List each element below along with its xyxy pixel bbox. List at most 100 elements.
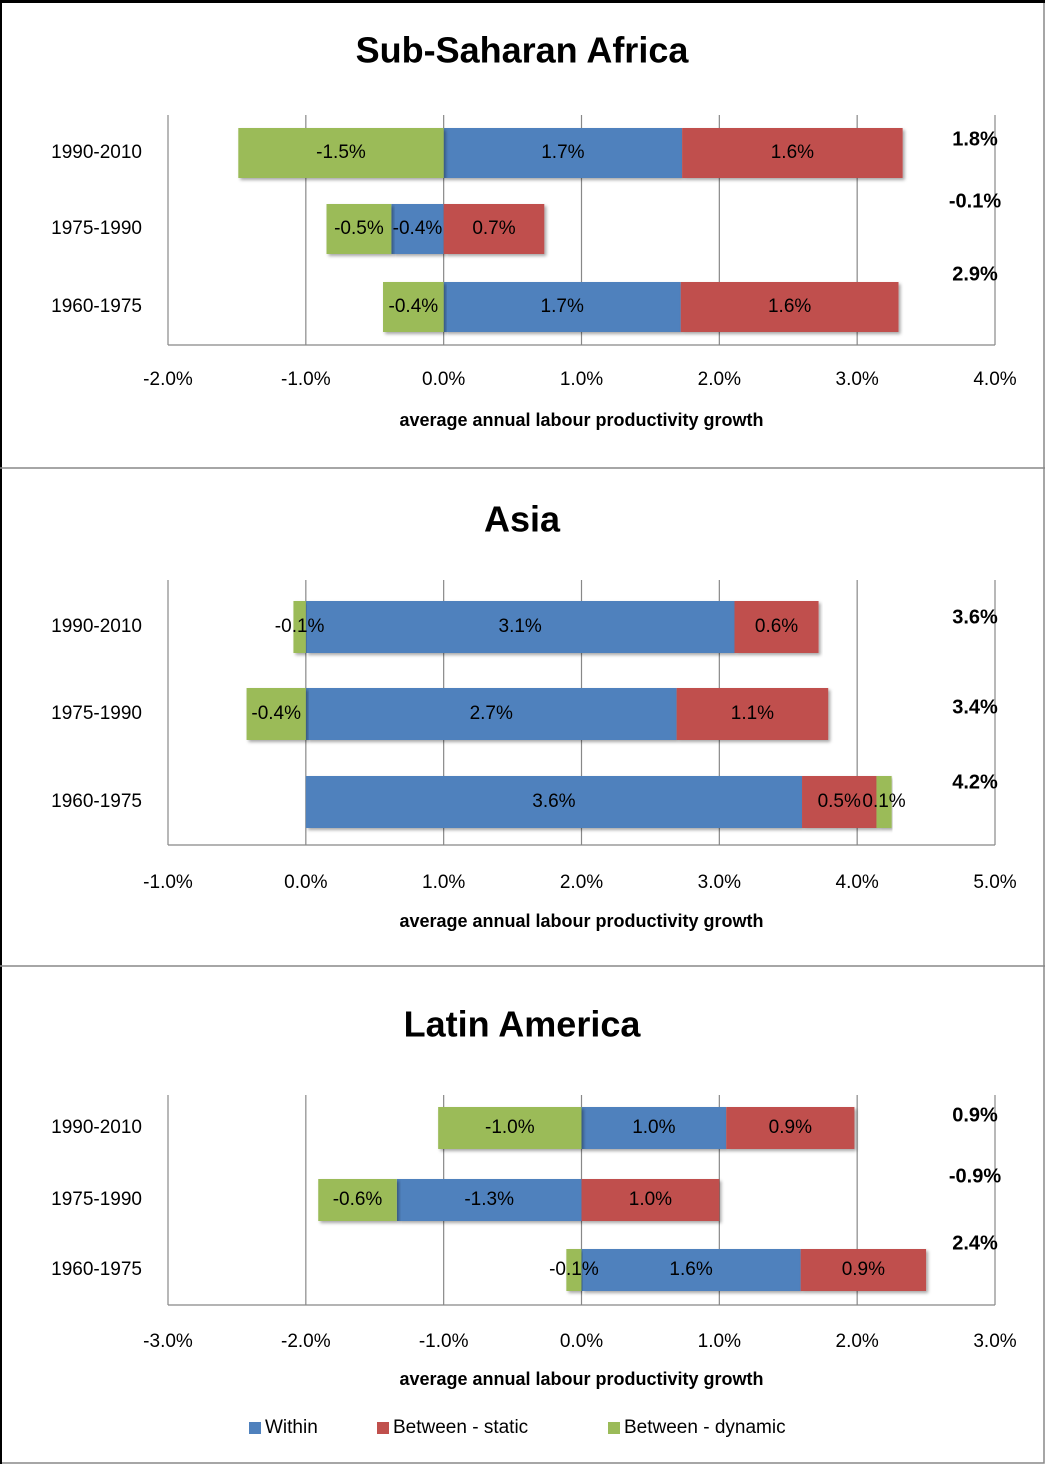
data-label: 1.7% [541, 296, 584, 317]
legend-label: Within [265, 1417, 318, 1438]
category-label: 1960-1975 [51, 1259, 142, 1280]
category-label: 1960-1975 [51, 791, 142, 812]
data-label: -0.4% [251, 703, 301, 724]
total-label: -0.9% [949, 1165, 1001, 1187]
bar-segment [443, 282, 681, 332]
category-label: 1975-1990 [51, 703, 142, 724]
data-label: -0.6% [333, 1189, 383, 1210]
total-label: 0.9% [952, 1104, 998, 1126]
data-label: 0.6% [755, 616, 798, 637]
bar-segment [443, 128, 683, 178]
data-label: -0.5% [334, 218, 384, 239]
data-label: 3.6% [532, 791, 575, 812]
bar-segment [391, 204, 444, 254]
legend-label: Between - static [393, 1417, 528, 1438]
bar-segment [581, 1107, 727, 1149]
category-label: 1990-2010 [51, 142, 142, 163]
x-axis-label: average annual labour productivity growt… [399, 1369, 763, 1389]
data-label: 0.9% [769, 1117, 812, 1138]
x-tick-label: 3.0% [698, 872, 741, 893]
data-label: -0.4% [393, 218, 443, 239]
bar-segment [680, 282, 899, 332]
data-label: 1.6% [768, 296, 811, 317]
category-label: 1975-1990 [51, 218, 142, 239]
data-label: 2.7% [470, 703, 513, 724]
x-tick-label: 3.0% [836, 369, 879, 390]
bar-segment [438, 1107, 582, 1149]
bar-segment [396, 1179, 582, 1221]
bar-segment [566, 1249, 582, 1291]
x-tick-label: 3.0% [973, 1331, 1016, 1352]
category-label: 1960-1975 [51, 296, 142, 317]
data-label: 1.1% [731, 703, 774, 724]
legend-swatch [249, 1422, 261, 1434]
data-label: 0.7% [472, 218, 515, 239]
chart-title: Latin America [404, 1004, 642, 1045]
x-tick-label: -1.0% [143, 872, 193, 893]
bar-segment [800, 1249, 927, 1291]
x-tick-label: 1.0% [698, 1331, 741, 1352]
x-tick-label: 2.0% [560, 872, 603, 893]
data-label: -1.3% [464, 1189, 514, 1210]
bar-segment [318, 1179, 397, 1221]
bar-segment [581, 1249, 801, 1291]
x-tick-label: -1.0% [281, 369, 331, 390]
bar-segment [305, 776, 803, 828]
x-tick-label: 0.0% [560, 1331, 603, 1352]
x-tick-label: 0.0% [422, 369, 465, 390]
data-label: 3.1% [499, 616, 542, 637]
bar-segment [383, 282, 444, 332]
category-label: 1990-2010 [51, 616, 142, 637]
x-tick-label: 4.0% [836, 872, 879, 893]
data-label: 1.6% [771, 142, 814, 163]
bar-segment [238, 128, 444, 178]
total-label: 4.2% [952, 771, 998, 793]
bar-segment [876, 776, 892, 828]
bar-segment [581, 1179, 720, 1221]
x-tick-label: 1.0% [422, 872, 465, 893]
data-label: -1.0% [485, 1117, 535, 1138]
x-tick-label: 5.0% [973, 872, 1016, 893]
bar-segment [305, 601, 735, 653]
bar-segment [305, 688, 677, 740]
x-axis-label: average annual labour productivity growt… [399, 911, 763, 931]
chart-title: Asia [484, 499, 561, 540]
x-tick-label: -3.0% [143, 1331, 193, 1352]
data-label: -0.1% [275, 616, 325, 637]
data-label: 1.0% [632, 1117, 675, 1138]
x-tick-label: 1.0% [560, 369, 603, 390]
bar-segment [293, 601, 306, 653]
x-axis-label: average annual labour productivity growt… [399, 410, 763, 430]
category-label: 1990-2010 [51, 1117, 142, 1138]
x-tick-label: 2.0% [836, 1331, 879, 1352]
data-label: 0.1% [862, 791, 905, 812]
category-label: 1975-1990 [51, 1189, 142, 1210]
x-tick-label: 2.0% [698, 369, 741, 390]
bar-segment [726, 1107, 855, 1149]
chart-title: Sub-Saharan Africa [356, 30, 690, 71]
data-label: -1.5% [316, 142, 366, 163]
bar-segment [326, 204, 392, 254]
legend-swatch [377, 1422, 389, 1434]
data-label: 1.6% [669, 1259, 712, 1280]
x-tick-label: -2.0% [143, 369, 193, 390]
total-label: 1.8% [952, 128, 998, 150]
legend-label: Between - dynamic [624, 1417, 786, 1438]
x-tick-label: -2.0% [281, 1331, 331, 1352]
total-label: 3.6% [952, 606, 998, 628]
x-tick-label: 4.0% [973, 369, 1016, 390]
data-label: 0.5% [818, 791, 861, 812]
bar-segment [676, 688, 829, 740]
bar-segment [682, 128, 903, 178]
total-label: 3.4% [952, 696, 998, 718]
data-label: 0.9% [842, 1259, 885, 1280]
bar-segment [246, 688, 306, 740]
total-label: 2.4% [952, 1232, 998, 1254]
bar-segment [443, 204, 545, 254]
x-tick-label: -1.0% [419, 1331, 469, 1352]
legend-swatch [608, 1422, 620, 1434]
total-label: -0.1% [949, 190, 1001, 212]
x-tick-label: 0.0% [284, 872, 327, 893]
total-label: 2.9% [952, 263, 998, 285]
